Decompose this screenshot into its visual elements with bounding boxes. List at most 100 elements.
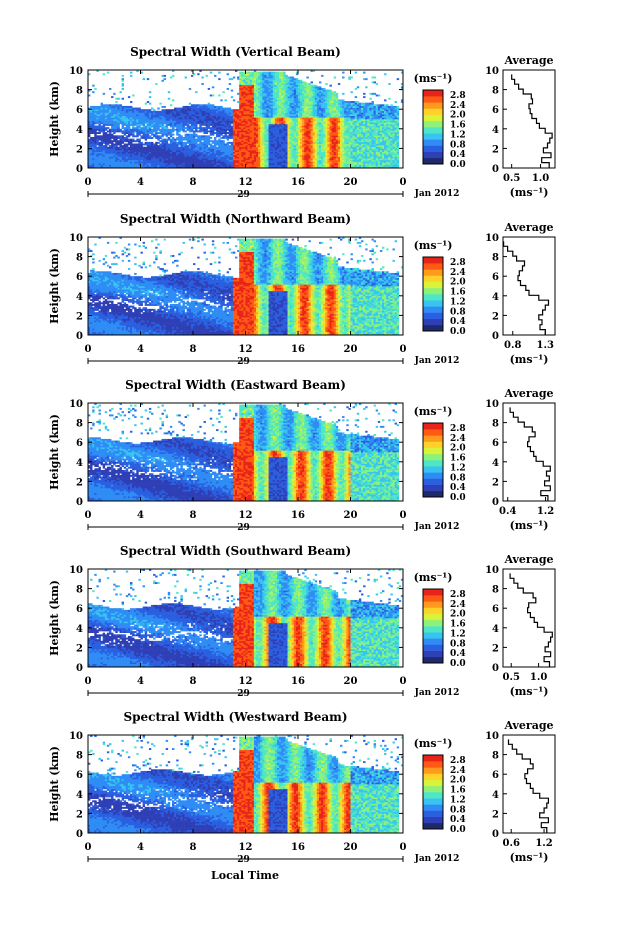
- heatmap-cell: [136, 144, 138, 146]
- heatmap-cell: [115, 104, 117, 106]
- heatmap-cell: [162, 80, 164, 82]
- heatmap-cell: [214, 75, 216, 77]
- heatmap-cell: [162, 139, 164, 141]
- heatmap-cell: [111, 96, 113, 98]
- heatmap-cell: [193, 130, 195, 132]
- heatmap-cell: [107, 130, 109, 132]
- heatmap-cell: [115, 135, 117, 137]
- heatmap-cell: [122, 130, 124, 132]
- heatmap-cell: [206, 135, 208, 137]
- heatmap-cell: [122, 88, 124, 90]
- heatmap-cell: [189, 106, 191, 108]
- heatmap-cell: [229, 145, 231, 147]
- heatmap-cell: [151, 129, 153, 131]
- heatmap-cell: [222, 135, 224, 137]
- heatmap-cell: [111, 140, 113, 142]
- heatmap-cell: [153, 109, 155, 111]
- heatmap-cell: [141, 127, 143, 129]
- heatmap-cell: [162, 106, 164, 108]
- heatmap-cell: [149, 142, 151, 144]
- heatmap-cell: [94, 88, 96, 90]
- heatmap-cell: [120, 135, 122, 137]
- heatmap-cell: [155, 111, 157, 113]
- heatmap-cell: [159, 103, 161, 105]
- heatmap-cell: [132, 139, 134, 141]
- heatmap-cell: [185, 127, 187, 129]
- heatmap-cell: [96, 126, 98, 128]
- heatmap-cell: [143, 144, 145, 146]
- heatmap-cell: [136, 108, 138, 110]
- heatmap-cell: [185, 106, 187, 108]
- heatmap-cell: [132, 108, 134, 110]
- heatmap-cell: [216, 140, 218, 142]
- heatmap-cell: [193, 104, 195, 106]
- heatmap-cell: [227, 108, 229, 110]
- heatmap-cell: [147, 78, 149, 80]
- heatmap-cell: [120, 129, 122, 131]
- heatmap-cell: [231, 90, 233, 92]
- heatmap-cell: [208, 135, 210, 137]
- heatmap-cell: [197, 104, 199, 106]
- heatmap-cell: [147, 109, 149, 111]
- heatmap-cell: [128, 147, 130, 149]
- heatmap-cell: [149, 91, 151, 93]
- heatmap: [88, 70, 403, 168]
- heatmap-cell: [147, 142, 149, 144]
- panel-title: Spectral Width (Vertical Beam): [130, 45, 341, 59]
- heatmap-cell: [185, 130, 187, 132]
- heatmap-cell: [143, 78, 145, 80]
- heatmap-cell: [155, 142, 157, 144]
- heatmap-cell: [176, 142, 178, 144]
- heatmap-cell: [197, 144, 199, 146]
- heatmap-cell: [134, 144, 136, 146]
- heatmap-cell: [120, 91, 122, 93]
- heatmap-cell: [151, 111, 153, 113]
- panel-0: Spectral Width (Vertical Beam)0246810Hei…: [48, 45, 555, 200]
- heatmap-cell: [145, 109, 147, 111]
- heatmap-cell: [151, 108, 153, 110]
- heatmap-cell: [90, 137, 92, 139]
- heatmap-cell: [172, 137, 174, 139]
- heatmap-cell: [164, 126, 166, 128]
- heatmap-cell: [126, 135, 128, 137]
- heatmap-cell: [141, 135, 143, 137]
- heatmap-cell: [174, 139, 176, 141]
- heatmap-cell: [166, 109, 168, 111]
- heatmap-cell: [187, 145, 189, 147]
- heatmap-cell: [113, 144, 115, 146]
- heatmap-cell: [201, 77, 203, 79]
- heatmap-cell: [117, 104, 119, 106]
- heatmap-cell: [170, 104, 172, 106]
- heatmap-cell: [204, 135, 206, 137]
- heatmap-cell: [191, 75, 193, 77]
- heatmap-cell: [101, 135, 103, 137]
- heatmap-cell: [185, 77, 187, 79]
- heatmap-cell: [191, 104, 193, 106]
- heatmap-cell: [220, 99, 222, 101]
- heatmap-cell: [199, 104, 201, 106]
- heatmap-cell: [212, 95, 214, 97]
- heatmap-cell: [128, 139, 130, 141]
- heatmap-cell: [250, 72, 252, 74]
- heatmap-cell: [212, 145, 214, 147]
- heatmap-cell: [105, 132, 107, 134]
- heatmap-cell: [195, 134, 197, 136]
- heatmap-cell: [220, 137, 222, 139]
- heatmap-cell: [134, 127, 136, 129]
- heatmap-cell: [216, 147, 218, 149]
- heatmap-cell: [231, 96, 233, 98]
- heatmap-cell: [130, 72, 132, 74]
- heatmap-cell: [132, 95, 134, 97]
- heatmap-cell: [109, 129, 111, 131]
- heatmap-cell: [178, 147, 180, 149]
- heatmap-cell: [201, 104, 203, 106]
- heatmap-cell: [126, 106, 128, 108]
- heatmap-cell: [237, 101, 239, 103]
- heatmap-cell: [162, 75, 164, 77]
- heatmap-cell: [225, 144, 227, 146]
- heatmap-cell: [122, 83, 124, 85]
- heatmap-cell: [145, 142, 147, 144]
- heatmap-cell: [92, 106, 94, 108]
- heatmap-cell: [143, 109, 145, 111]
- heatmap-cell: [113, 93, 115, 95]
